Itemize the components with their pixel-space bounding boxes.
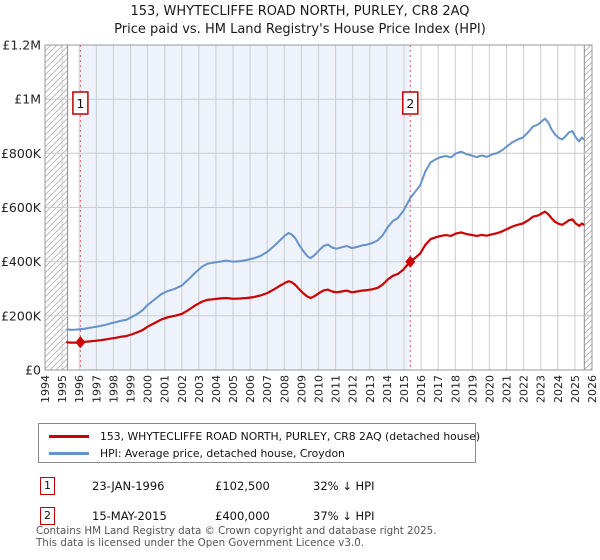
hpi-line-swatch — [49, 451, 89, 455]
svg-text:2011: 2011 — [330, 375, 343, 403]
svg-text:1: 1 — [76, 96, 84, 111]
svg-text:2012: 2012 — [347, 375, 360, 403]
transaction-2-badge: 2 — [40, 507, 55, 525]
sale-flag-1: 1 — [72, 91, 89, 115]
svg-text:2025: 2025 — [569, 375, 582, 403]
sale-marker-2 — [405, 255, 416, 268]
license-footer: Contains HM Land Registry data © Crown c… — [36, 525, 437, 549]
svg-text:2016: 2016 — [415, 375, 428, 403]
footer-line2: This data is licensed under the Open Gov… — [36, 536, 365, 549]
svg-text:2010: 2010 — [313, 375, 326, 403]
svg-text:2007: 2007 — [261, 375, 274, 403]
svg-text:2020: 2020 — [483, 375, 496, 403]
svg-text:£0: £0 — [25, 363, 41, 378]
svg-text:1995: 1995 — [56, 375, 69, 403]
transaction-1-badge: 1 — [40, 477, 55, 495]
svg-text:2009: 2009 — [295, 375, 308, 403]
transaction-1-price: £102,500 — [215, 479, 270, 493]
svg-text:1997: 1997 — [90, 375, 103, 403]
svg-text:2013: 2013 — [364, 375, 377, 403]
svg-text:2017: 2017 — [432, 375, 445, 403]
title-line1: 153, WHYTECLIFFE ROAD NORTH, PURLEY, CR8… — [130, 4, 470, 19]
transaction-2-date: 15-MAY-2015 — [92, 509, 167, 523]
svg-text:2005: 2005 — [227, 375, 240, 403]
footer-line1: Contains HM Land Registry data © Crown c… — [36, 525, 437, 537]
title-line2: Price paid vs. HM Land Registry's House … — [114, 22, 486, 37]
svg-text:2: 2 — [406, 96, 414, 111]
svg-text:2000: 2000 — [142, 375, 155, 403]
svg-text:£400K: £400K — [1, 254, 42, 269]
price-paid-line — [66, 210, 585, 344]
page-title: 153, WHYTECLIFFE ROAD NORTH, PURLEY, CR8… — [0, 3, 600, 39]
svg-text:2026: 2026 — [586, 375, 599, 403]
transaction-1-hpi-delta: 32% ↓ HPI — [313, 479, 375, 493]
svg-text:2006: 2006 — [244, 375, 257, 403]
price-chart-svg: 1 2 £0 £200K £400K £600K £800K £1M £1.2M 1994 1995… — [1, 38, 599, 404]
transaction-2-price: £400,000 — [215, 509, 270, 523]
svg-text:2022: 2022 — [518, 375, 531, 403]
svg-text:2015: 2015 — [398, 375, 411, 403]
svg-text:£200K: £200K — [1, 308, 42, 323]
legend-item-hpi: HPI: Average price, detached house, Croy… — [49, 445, 475, 461]
transaction-2-hpi-delta: 37% ↓ HPI — [313, 509, 375, 523]
svg-text:2019: 2019 — [466, 375, 479, 403]
svg-text:1998: 1998 — [107, 375, 120, 403]
legend: 153, WHYTECLIFFE ROAD NORTH, PURLEY, CR8… — [38, 423, 480, 463]
svg-text:2024: 2024 — [552, 375, 565, 403]
transaction-row-1: 1 23-JAN-1996 £102,500 32% ↓ HPI — [0, 476, 600, 496]
svg-text:2008: 2008 — [278, 375, 291, 403]
svg-text:2018: 2018 — [449, 375, 462, 403]
svg-text:2002: 2002 — [176, 375, 189, 403]
svg-text:2023: 2023 — [535, 375, 548, 403]
svg-text:£1.2M: £1.2M — [2, 38, 41, 53]
legend-label-hpi: HPI: Average price, detached house, Croy… — [100, 446, 345, 460]
sale-flag-2: 2 — [402, 91, 419, 115]
svg-text:1996: 1996 — [73, 375, 86, 403]
legend-item-property: 153, WHYTECLIFFE ROAD NORTH, PURLEY, CR8… — [49, 428, 480, 444]
svg-text:2014: 2014 — [381, 375, 394, 403]
y-axis-labels: £0 £200K £400K £600K £800K £1M £1.2M — [1, 38, 42, 378]
transaction-row-2: 2 15-MAY-2015 £400,000 37% ↓ HPI — [0, 506, 600, 526]
svg-text:2004: 2004 — [210, 375, 223, 403]
price-chart: 1 2 £0 £200K £400K £600K £800K £1M £1.2M 1994 1995… — [1, 38, 599, 404]
svg-text:£1M: £1M — [14, 92, 41, 107]
sale-marker-1 — [75, 336, 86, 349]
plot-frame — [44, 44, 593, 371]
transaction-1-date: 23-JAN-1996 — [92, 479, 165, 493]
svg-text:2003: 2003 — [193, 375, 206, 403]
legend-label-property: 153, WHYTECLIFFE ROAD NORTH, PURLEY, CR8… — [100, 429, 481, 443]
svg-text:£600K: £600K — [1, 200, 42, 215]
svg-text:2001: 2001 — [159, 375, 172, 403]
svg-text:1994: 1994 — [39, 375, 52, 403]
svg-text:2021: 2021 — [501, 375, 514, 403]
property-line-swatch — [49, 434, 89, 438]
hpi-line — [66, 117, 585, 331]
x-axis-labels: 1994 1995 1996 1997 1998 1999 2000 2001 2002 2003… — [39, 375, 599, 403]
svg-text:£800K: £800K — [1, 146, 42, 161]
svg-text:1999: 1999 — [125, 375, 138, 403]
